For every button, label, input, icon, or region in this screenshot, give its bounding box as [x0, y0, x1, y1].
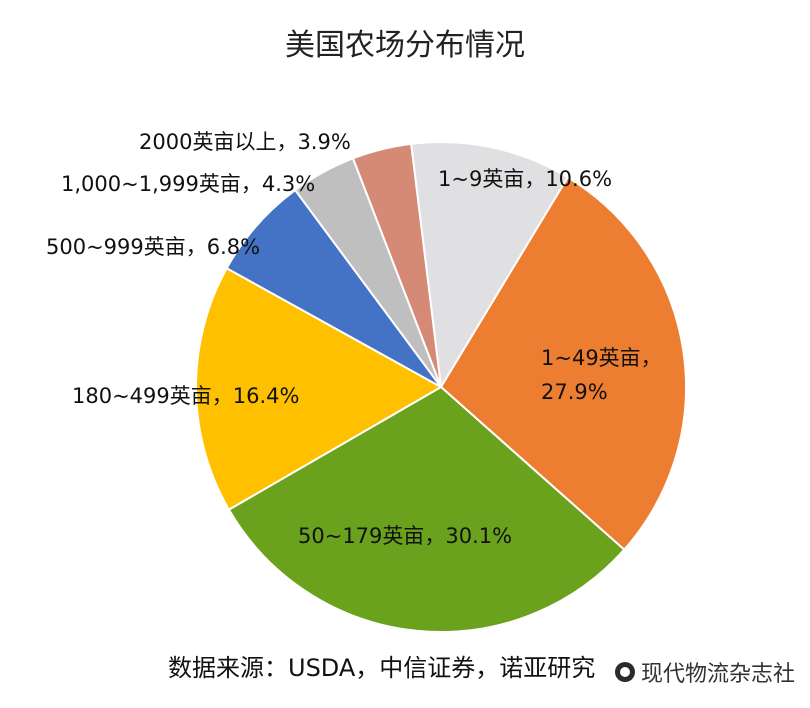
slice-label: 50~179英亩，30.1% — [298, 524, 512, 548]
pie-slice — [195, 266, 444, 512]
watermark-text: 现代物流杂志社 — [641, 662, 796, 687]
pie-slice — [225, 188, 442, 388]
slice-label: 180~499英亩，16.4% — [72, 384, 299, 408]
watermark: 现代物流杂志社 — [615, 656, 795, 688]
slice-label: 500~999英亩，6.8% — [46, 235, 260, 259]
pie-slice — [410, 141, 570, 390]
data-source-note: 数据来源：USDA，中信证券，诺亚研究 — [168, 654, 596, 682]
chart-title: 美国农场分布情况 — [285, 28, 525, 63]
pie-slice — [351, 142, 442, 388]
slice-label: 2000英亩以上，3.9% — [139, 130, 351, 154]
slice-label: 1~49英亩， 27.9% — [541, 346, 662, 404]
slice-label: 1,000~1,999英亩，4.3% — [61, 172, 315, 196]
pie-slice — [439, 175, 687, 552]
slice-label: 1~9英亩，10.6% — [438, 167, 612, 191]
pie-slice — [227, 385, 626, 633]
wechat-logo-icon — [615, 662, 635, 682]
